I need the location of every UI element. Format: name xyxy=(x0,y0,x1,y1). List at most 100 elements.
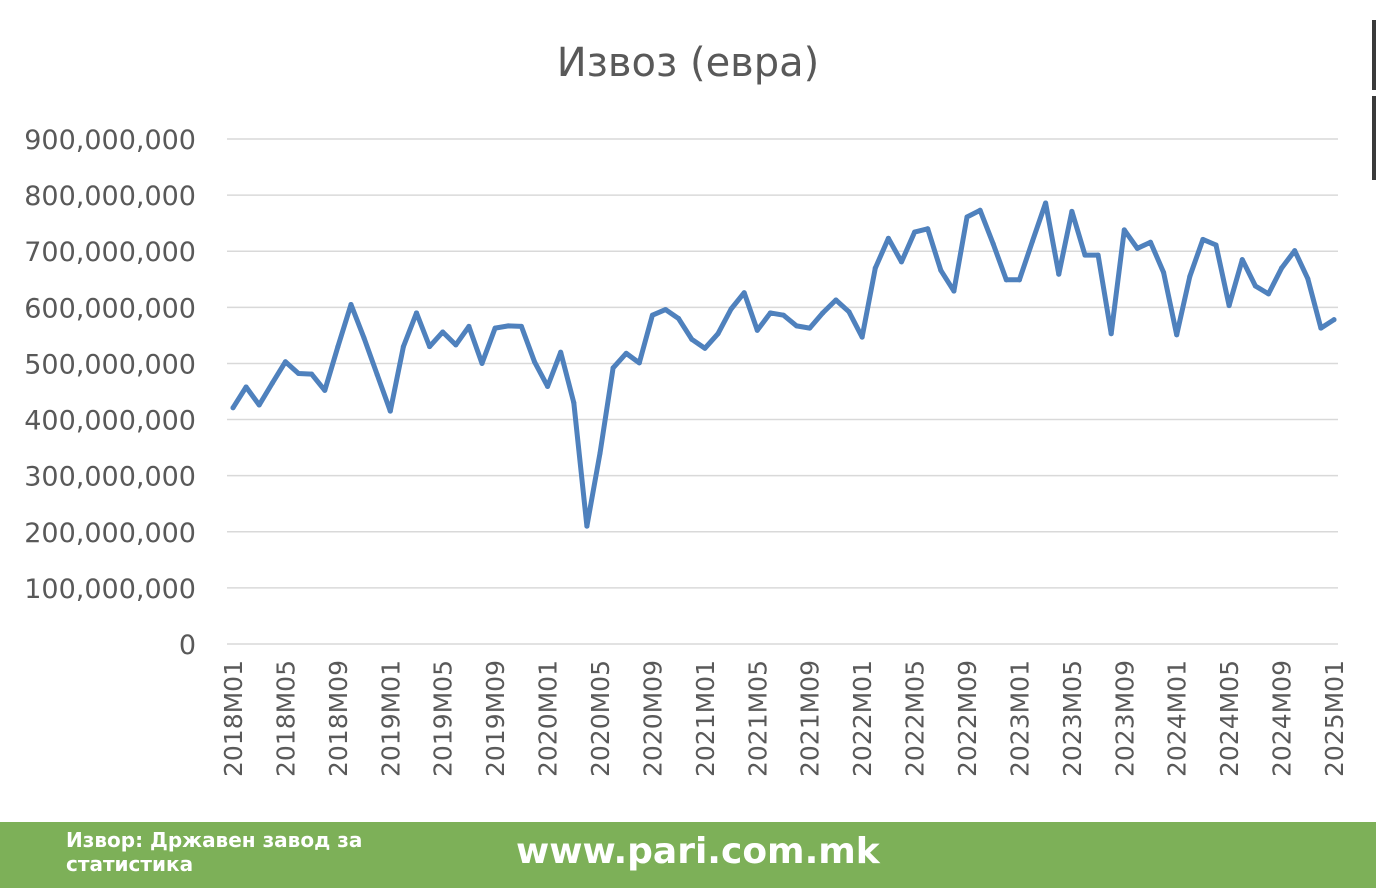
chart-title: Извоз (евра) xyxy=(557,40,820,86)
y-tick-label: 800,000,000 xyxy=(24,181,196,212)
source-credit: Извор: Државен завод за статистика xyxy=(66,828,363,876)
data-point xyxy=(1174,332,1180,338)
data-point xyxy=(545,383,551,389)
data-point xyxy=(1082,252,1088,258)
data-point xyxy=(846,309,852,315)
y-tick-label: 700,000,000 xyxy=(24,237,196,268)
data-point xyxy=(702,345,708,351)
data-point xyxy=(374,372,380,378)
x-tick-label: 2023M01 xyxy=(1005,660,1034,777)
data-point xyxy=(1265,291,1271,297)
data-point xyxy=(767,310,773,316)
x-tick-label: 2021M09 xyxy=(796,660,825,777)
data-point xyxy=(636,360,642,366)
data-point xyxy=(1148,239,1153,245)
data-point xyxy=(925,226,931,232)
data-point xyxy=(1108,331,1114,337)
data-point xyxy=(1279,265,1285,271)
website-link[interactable]: www.pari.com.mk xyxy=(516,831,880,872)
data-point xyxy=(243,384,249,390)
data-point xyxy=(440,329,446,335)
data-point xyxy=(1161,270,1167,276)
x-tick-label: 2023M05 xyxy=(1058,660,1087,777)
data-point xyxy=(361,335,367,341)
data-point xyxy=(414,310,419,316)
x-tick-label: 2019M09 xyxy=(481,660,510,777)
y-tick-label: 100,000,000 xyxy=(24,574,196,605)
data-point xyxy=(584,523,590,529)
data-point xyxy=(466,323,472,329)
data-point xyxy=(1030,238,1036,244)
data-point xyxy=(689,336,695,342)
data-point xyxy=(1213,242,1219,248)
data-point xyxy=(269,380,275,386)
data-point xyxy=(1200,236,1206,242)
line-chart: Извоз (евра) 900,000,000 800,000,000 700,0… xyxy=(24,40,1349,777)
x-tick-label: 2024M09 xyxy=(1268,660,1297,777)
data-point xyxy=(597,450,603,456)
data-point xyxy=(728,306,734,312)
y-tick-label: 600,000,000 xyxy=(24,293,196,324)
data-point xyxy=(1134,245,1140,251)
x-tick-label: 2021M01 xyxy=(691,660,720,777)
x-tick-label: 2018M05 xyxy=(271,660,300,777)
x-tick-label: 2018M01 xyxy=(219,660,248,777)
data-point xyxy=(676,316,682,322)
data-point xyxy=(1305,276,1311,282)
data-point xyxy=(1016,277,1022,283)
data-point xyxy=(885,235,891,241)
y-tick-label: 500,000,000 xyxy=(24,349,196,380)
data-point xyxy=(335,344,341,350)
data-point xyxy=(872,265,878,271)
x-tick-label: 2020M01 xyxy=(534,660,563,777)
data-point xyxy=(807,325,813,331)
data-point xyxy=(781,312,786,318)
data-point xyxy=(309,371,315,377)
data-point xyxy=(230,405,236,411)
data-point xyxy=(912,229,918,235)
y-tick-label: 0 xyxy=(179,630,196,661)
series-layer xyxy=(230,200,1337,529)
data-point xyxy=(715,331,721,337)
x-tick-label: 2024M01 xyxy=(1163,660,1192,777)
data-point xyxy=(990,241,996,247)
data-point xyxy=(820,310,826,316)
data-point xyxy=(387,408,393,414)
data-point xyxy=(610,365,616,371)
x-tick-label: 2020M09 xyxy=(638,660,667,777)
data-point xyxy=(427,344,433,350)
data-point xyxy=(296,371,302,377)
data-point xyxy=(1239,257,1245,263)
data-point xyxy=(898,259,904,265)
data-point xyxy=(1121,227,1127,233)
data-point xyxy=(649,312,655,318)
data-point xyxy=(964,214,970,220)
data-point xyxy=(1056,271,1062,277)
y-tick-label: 900,000,000 xyxy=(24,125,196,156)
data-point xyxy=(282,359,288,365)
data-point xyxy=(859,334,865,340)
data-point xyxy=(558,349,564,355)
data-point xyxy=(1043,200,1049,206)
y-tick-label: 200,000,000 xyxy=(24,518,196,549)
data-point xyxy=(256,402,262,408)
data-point xyxy=(1252,283,1258,289)
data-point xyxy=(322,387,328,393)
data-point xyxy=(518,323,524,329)
x-tick-label: 2018M09 xyxy=(324,660,353,777)
data-point xyxy=(951,288,957,294)
data-point xyxy=(1331,317,1337,323)
footer-bar: Извор: Државен завод за статистика www.p… xyxy=(0,822,1376,888)
data-point xyxy=(741,290,747,296)
gridlines xyxy=(227,138,1338,645)
data-point xyxy=(1095,252,1101,258)
data-point xyxy=(479,360,485,366)
data-point xyxy=(663,307,669,313)
data-point xyxy=(1003,277,1009,283)
data-point xyxy=(938,267,944,273)
data-point xyxy=(794,323,800,329)
data-point xyxy=(453,342,459,348)
x-tick-label: 2024M05 xyxy=(1215,660,1244,777)
data-point xyxy=(1318,325,1324,331)
data-point xyxy=(977,207,983,213)
